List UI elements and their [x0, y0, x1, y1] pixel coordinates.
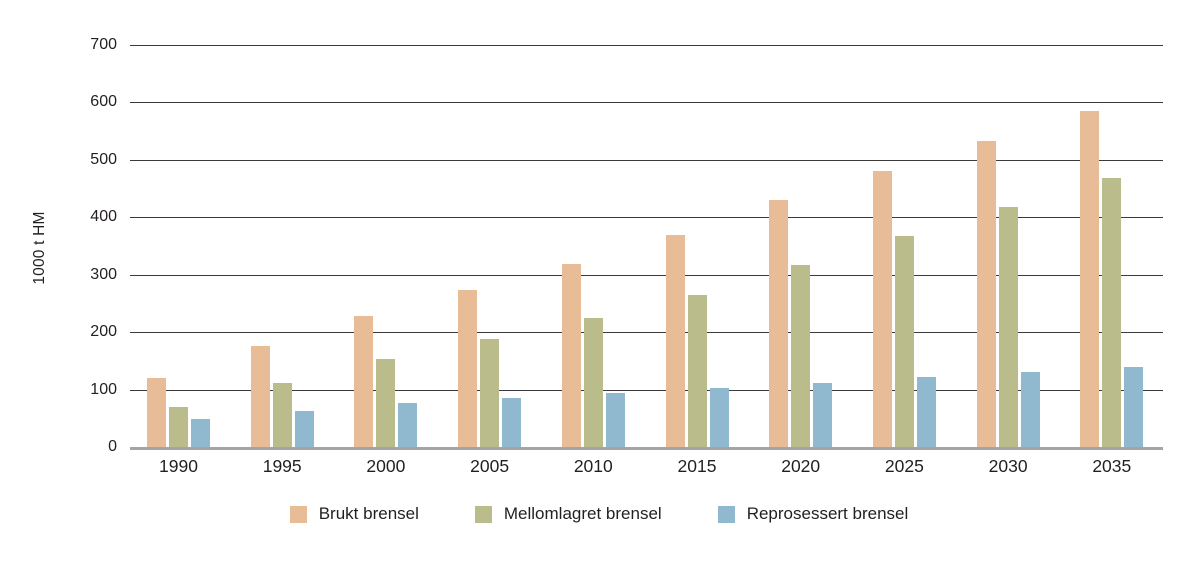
bar-1990-series-0 — [147, 378, 166, 447]
bar-1990-series-1 — [169, 406, 188, 447]
y-tick-label-400: 400 — [90, 208, 117, 226]
gridline-300 — [130, 274, 1163, 276]
gridline-100 — [130, 389, 1163, 391]
bar-2000-series-0 — [354, 316, 374, 447]
x-tick-label-2010: 2010 — [573, 456, 613, 476]
x-tick-label-2000: 2000 — [366, 456, 406, 476]
y-tick-label-700: 700 — [90, 36, 117, 53]
legend: Brukt brensel Mellomlagret brensel Reprose… — [0, 504, 1198, 524]
y-tick-label-500: 500 — [90, 150, 117, 168]
bar-2025-series-0 — [872, 171, 892, 447]
bar-1995-series-2 — [294, 410, 314, 447]
y-tick-label-100: 100 — [90, 380, 117, 398]
plot-area — [130, 45, 1163, 450]
legend-item-2: Reprosessert brensel — [717, 504, 909, 524]
bar-1995-series-1 — [272, 383, 292, 447]
legend-item-1: Mellomlagret brensel — [474, 504, 662, 524]
bar-2020-series-0 — [769, 200, 789, 447]
bar-2030-series-1 — [998, 206, 1018, 447]
gridline-400 — [130, 217, 1163, 219]
bar-2010-series-0 — [561, 264, 581, 447]
legend-swatch-2 — [717, 505, 735, 523]
bar-2000-series-2 — [398, 402, 418, 447]
bar-2010-series-1 — [583, 318, 603, 447]
bar-2025-series-1 — [894, 235, 914, 447]
bar-2015-series-2 — [709, 388, 729, 447]
y-tick-label-300: 300 — [90, 265, 117, 283]
bar-2020-series-1 — [791, 264, 811, 447]
bar-2015-series-0 — [665, 234, 685, 447]
bar-2005-series-0 — [458, 289, 478, 447]
y-tick-label-600: 600 — [90, 93, 117, 111]
bar-2005-series-2 — [502, 398, 522, 447]
legend-label-1: Mellomlagret brensel — [503, 504, 662, 523]
legend-label-0: Brukt brensel — [318, 504, 419, 523]
x-tick-label-2035: 2035 — [1092, 456, 1132, 476]
x-tick-label-2005: 2005 — [470, 456, 510, 476]
y-tick-label-0: 0 — [108, 438, 117, 455]
x-tick-label-2030: 2030 — [988, 456, 1028, 476]
x-tick-label-2020: 2020 — [781, 456, 821, 476]
gridline-700 — [130, 45, 1163, 46]
bar-2035-series-0 — [1080, 111, 1100, 447]
x-tick-label-1990: 1990 — [159, 456, 198, 476]
gridline-200 — [130, 332, 1163, 334]
legend-swatch-1 — [474, 505, 492, 523]
legend-label-2: Reprosessert brensel — [746, 504, 909, 523]
gridline-500 — [130, 159, 1163, 161]
bar-2020-series-2 — [813, 382, 833, 447]
y-tick-label-200: 200 — [90, 323, 117, 341]
legend-item-0: Brukt brensel — [289, 504, 419, 524]
bar-2035-series-2 — [1124, 366, 1144, 447]
x-tick-label-2015: 2015 — [677, 456, 717, 476]
bar-2035-series-1 — [1102, 178, 1122, 447]
legend-swatch-0 — [289, 505, 307, 523]
x-tick-label-1995: 1995 — [262, 456, 302, 476]
bar-2005-series-1 — [480, 339, 500, 447]
gridline-600 — [130, 102, 1163, 104]
bar-2015-series-1 — [687, 294, 707, 447]
bar-2000-series-1 — [376, 359, 396, 447]
bar-2025-series-2 — [916, 376, 936, 447]
bar-1990-series-2 — [191, 419, 210, 447]
y-axis-ticks: 0 100 200 300 400 500 600 700 — [0, 0, 117, 568]
x-tick-label-2025: 2025 — [884, 456, 924, 476]
bar-2030-series-0 — [976, 140, 996, 447]
bar-1995-series-0 — [250, 345, 270, 447]
bar-2010-series-2 — [605, 393, 625, 447]
bar-2030-series-2 — [1020, 372, 1040, 447]
